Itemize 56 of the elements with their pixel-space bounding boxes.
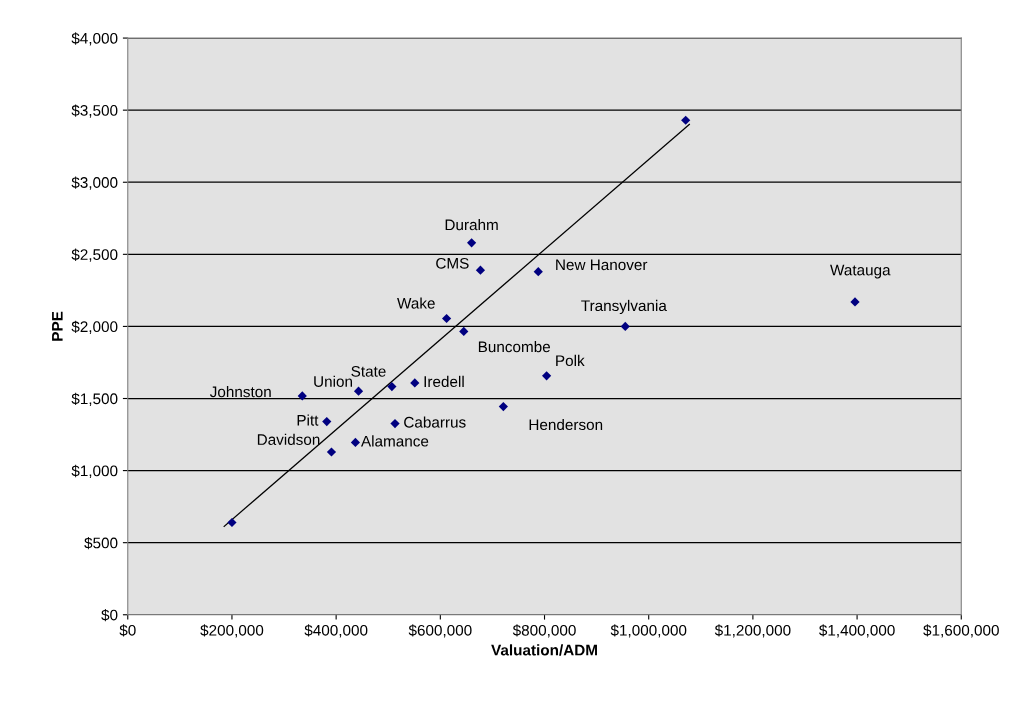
y-tick-label: $3,000 xyxy=(71,176,118,190)
y-tick-label: $3,500 xyxy=(71,104,118,118)
y-tick-label: $2,000 xyxy=(71,320,118,334)
point xyxy=(441,313,452,324)
x-tick-label: $1,400,000 xyxy=(819,624,895,638)
annotation: Union xyxy=(314,375,352,387)
x-tick-label: $1,000,000 xyxy=(610,624,687,638)
annotation: Wake xyxy=(397,297,435,309)
point xyxy=(850,297,860,307)
annotation: Pitt xyxy=(297,414,319,426)
point xyxy=(297,391,307,401)
annotation: Durahm xyxy=(445,219,498,231)
y-tick-label: $500 xyxy=(84,536,118,550)
point xyxy=(620,321,630,332)
point xyxy=(533,267,543,277)
y-tick-label: $1,000 xyxy=(71,464,118,479)
annotation: Cabarrus xyxy=(404,416,466,428)
annotation: Polk xyxy=(556,354,585,367)
annotation: Henderson xyxy=(529,418,603,431)
annotation: Buncombe xyxy=(478,341,551,353)
x-tick-label: $1,600,000 xyxy=(923,624,999,638)
annotation: Watauga xyxy=(830,264,891,279)
x-tick-label: $0 xyxy=(119,624,136,637)
annotation: Johnston xyxy=(209,386,271,398)
point xyxy=(387,381,397,392)
annotation: Davidson xyxy=(257,433,320,445)
y-tick-label: $0 xyxy=(101,608,118,622)
x-tick-label: $200,000 xyxy=(200,624,264,638)
point xyxy=(322,416,332,427)
annotation: New Hanover xyxy=(556,259,648,271)
point xyxy=(227,517,237,528)
point xyxy=(498,401,508,412)
x-tick-label: $1,200,000 xyxy=(714,624,791,638)
annotation: Iredell xyxy=(424,375,464,388)
point xyxy=(326,447,337,457)
point xyxy=(350,437,361,448)
point xyxy=(353,386,364,396)
point xyxy=(459,326,469,337)
point xyxy=(466,238,477,248)
annotation: Alamance xyxy=(361,435,429,447)
x-axis-title: Valuation/ADM xyxy=(491,644,597,656)
annotation: State xyxy=(351,365,386,377)
point xyxy=(410,378,420,388)
y-tick-label: $4,000 xyxy=(71,32,118,46)
x-tick-label: $400,000 xyxy=(304,624,368,638)
point xyxy=(681,115,691,125)
y-tick-label: $2,500 xyxy=(71,248,118,262)
point xyxy=(475,265,486,275)
x-tick-label: $800,000 xyxy=(512,624,576,638)
point xyxy=(390,418,400,429)
annotation: Transylvania xyxy=(581,299,667,315)
x-tick-label: $600,000 xyxy=(408,624,472,638)
y-tick-label: $1,500 xyxy=(71,392,118,406)
point xyxy=(541,371,552,381)
y-axis-title: PPE xyxy=(52,311,63,341)
annotation: CMS xyxy=(436,257,469,269)
